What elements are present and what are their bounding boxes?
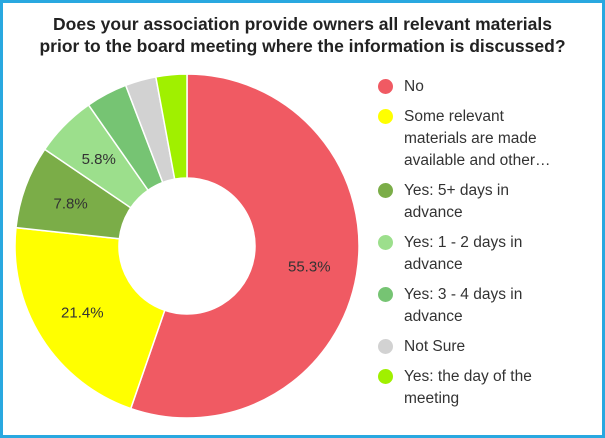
legend-label-line: available and other… (404, 152, 551, 169)
legend-label-line: Some relevant (404, 108, 504, 125)
legend-swatch-icon (378, 287, 393, 302)
legend-swatch-icon (378, 79, 393, 94)
data-label-no: 55.3% (288, 259, 331, 276)
legend-label-line: materials are made (404, 130, 537, 147)
data-label-yes-5-days-in-advance: 7.8% (53, 195, 87, 212)
legend-label-line: Yes: 3 - 4 days in (404, 286, 523, 303)
slice-some-relevant-materials-are-made-available-and-other[interactable] (14, 226, 166, 410)
data-label-some-relevant-materials-are-made-available-and-other: 21.4% (61, 304, 104, 321)
chart-title: Does your association provide owners all… (3, 13, 602, 57)
legend-label: Some relevant materials are made available… (404, 106, 594, 172)
donut-slices (14, 73, 360, 419)
legend-label-line: advance (404, 308, 463, 325)
legend-label: Not Sure (404, 336, 594, 358)
legend-label-line: meeting (404, 390, 460, 407)
legend-label-line: Not Sure (404, 338, 466, 355)
chart-title-line-2: prior to the board meeting where the inf… (39, 36, 566, 56)
legend-swatch-icon (378, 183, 393, 198)
legend-label: Yes: 3 - 4 days in advance (404, 284, 594, 328)
legend-label-line: advance (404, 256, 463, 273)
legend-label-line: Yes: 5+ days in (404, 182, 509, 199)
legend-label: No (404, 76, 594, 98)
legend-swatch-icon (378, 235, 393, 250)
chart-title-line-1: Does your association provide owners all… (53, 14, 552, 34)
legend-label-line: advance (404, 204, 463, 221)
legend-label-line: Yes: the day of the (404, 368, 532, 385)
legend-swatch-icon (378, 339, 393, 354)
slice-no[interactable] (129, 73, 360, 419)
legend-label: Yes: 1 - 2 days in advance (404, 232, 594, 276)
data-label-yes-1-2-days-in-advance: 5.8% (82, 151, 116, 168)
legend-swatch-icon (378, 109, 393, 124)
legend-label: Yes: the day of the meeting (404, 366, 594, 410)
slice-yes-the-day-of-the-meeting[interactable] (154, 73, 188, 180)
legend-swatch-icon (378, 369, 393, 384)
legend-label-line: Yes: 1 - 2 days in (404, 234, 523, 251)
legend-label: Yes: 5+ days in advance (404, 180, 594, 224)
donut-labels: 55.3% 21.4% 7.8% 5.8% (53, 151, 330, 322)
legend-label-line: No (404, 78, 424, 95)
